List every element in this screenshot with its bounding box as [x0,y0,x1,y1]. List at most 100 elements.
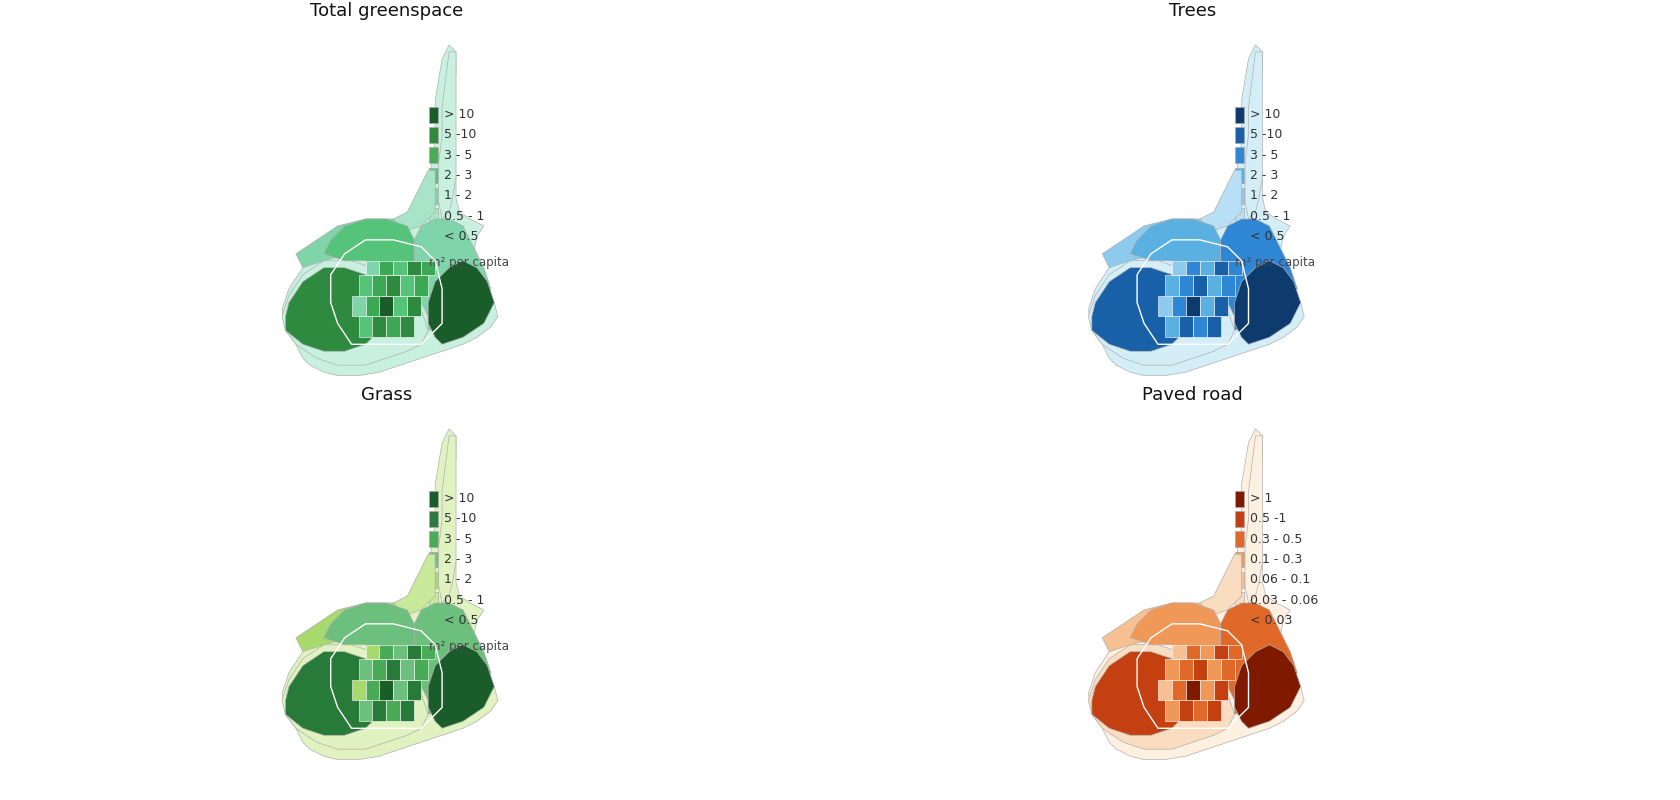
Polygon shape [351,295,366,317]
Polygon shape [1179,701,1193,722]
Polygon shape [407,679,422,701]
Text: < 0.5: < 0.5 [444,230,479,243]
Polygon shape [438,52,455,219]
Text: 0.5 -1: 0.5 -1 [1250,513,1287,526]
FancyBboxPatch shape [428,229,438,244]
Polygon shape [282,45,497,376]
Text: 0.03 - 0.06: 0.03 - 0.06 [1250,594,1319,606]
Polygon shape [366,295,380,317]
Text: 3 - 5: 3 - 5 [1250,149,1278,162]
Polygon shape [1186,261,1200,274]
FancyBboxPatch shape [1235,552,1245,567]
Polygon shape [351,679,366,701]
Text: > 1: > 1 [1250,492,1273,505]
Text: 0.3 - 0.5: 0.3 - 0.5 [1250,533,1302,546]
Polygon shape [286,652,386,735]
Polygon shape [366,679,380,701]
Polygon shape [1186,295,1200,317]
Polygon shape [380,261,393,274]
FancyBboxPatch shape [1235,613,1245,628]
Polygon shape [1186,645,1200,658]
Polygon shape [282,429,497,760]
Polygon shape [1089,645,1235,749]
Polygon shape [1221,603,1297,714]
Polygon shape [1164,274,1179,295]
Polygon shape [1245,436,1262,603]
Text: m² per capita: m² per capita [428,256,509,270]
Polygon shape [415,658,428,679]
Polygon shape [366,645,380,658]
Polygon shape [1213,679,1228,701]
Polygon shape [1186,679,1200,701]
Text: 3 - 5: 3 - 5 [444,149,472,162]
FancyBboxPatch shape [1235,106,1245,122]
Polygon shape [1173,679,1186,701]
Polygon shape [1200,645,1213,658]
Text: 1 - 2: 1 - 2 [444,574,472,586]
Polygon shape [1206,274,1221,295]
Text: 5 -10: 5 -10 [444,513,477,526]
Polygon shape [407,645,422,658]
Polygon shape [1173,295,1186,317]
Title: Total greenspace: Total greenspace [309,2,464,20]
Text: < 0.5: < 0.5 [1250,230,1285,243]
Polygon shape [415,274,428,295]
Text: 5 -10: 5 -10 [444,129,477,142]
Polygon shape [1193,274,1206,295]
FancyBboxPatch shape [1235,592,1245,608]
Text: < 0.03: < 0.03 [1250,614,1294,627]
Polygon shape [1228,645,1242,658]
FancyBboxPatch shape [428,572,438,588]
FancyBboxPatch shape [1235,188,1245,204]
Polygon shape [400,701,415,722]
Text: 5 -10: 5 -10 [1250,129,1284,142]
Polygon shape [1179,274,1193,295]
Title: Grass: Grass [361,386,412,404]
Polygon shape [1206,317,1221,338]
Polygon shape [380,295,393,317]
Text: 0.5 - 1: 0.5 - 1 [444,594,484,606]
Text: 1 - 2: 1 - 2 [444,190,472,202]
Polygon shape [296,603,407,652]
Polygon shape [282,645,428,749]
Polygon shape [393,261,407,274]
Polygon shape [386,658,400,679]
Polygon shape [1131,603,1221,652]
FancyBboxPatch shape [428,168,438,183]
FancyBboxPatch shape [1235,208,1245,224]
Title: Trees: Trees [1169,2,1216,20]
Polygon shape [1235,261,1300,344]
Polygon shape [407,261,422,274]
Text: m² per capita: m² per capita [428,640,509,654]
Polygon shape [358,317,373,338]
Polygon shape [1164,701,1179,722]
Polygon shape [1089,45,1304,376]
Polygon shape [393,295,407,317]
FancyBboxPatch shape [428,208,438,224]
Text: > 10: > 10 [1250,108,1280,121]
Polygon shape [407,295,422,317]
Text: 0.1 - 0.3: 0.1 - 0.3 [1250,553,1302,566]
Polygon shape [373,317,386,338]
Polygon shape [415,603,491,714]
Polygon shape [415,219,491,330]
Polygon shape [438,436,455,603]
Polygon shape [282,261,428,365]
Polygon shape [318,170,435,254]
Polygon shape [400,274,415,295]
FancyBboxPatch shape [1235,531,1245,547]
Polygon shape [1213,645,1228,658]
Text: 2 - 3: 2 - 3 [444,553,472,566]
FancyBboxPatch shape [1235,572,1245,588]
FancyBboxPatch shape [1235,229,1245,244]
Polygon shape [1200,295,1213,317]
FancyBboxPatch shape [1235,490,1245,506]
Polygon shape [422,645,435,658]
Text: 1 - 2: 1 - 2 [1250,190,1278,202]
FancyBboxPatch shape [1235,147,1245,163]
FancyBboxPatch shape [428,531,438,547]
Polygon shape [400,317,415,338]
Polygon shape [1124,554,1242,638]
Polygon shape [1206,658,1221,679]
Polygon shape [324,219,415,268]
